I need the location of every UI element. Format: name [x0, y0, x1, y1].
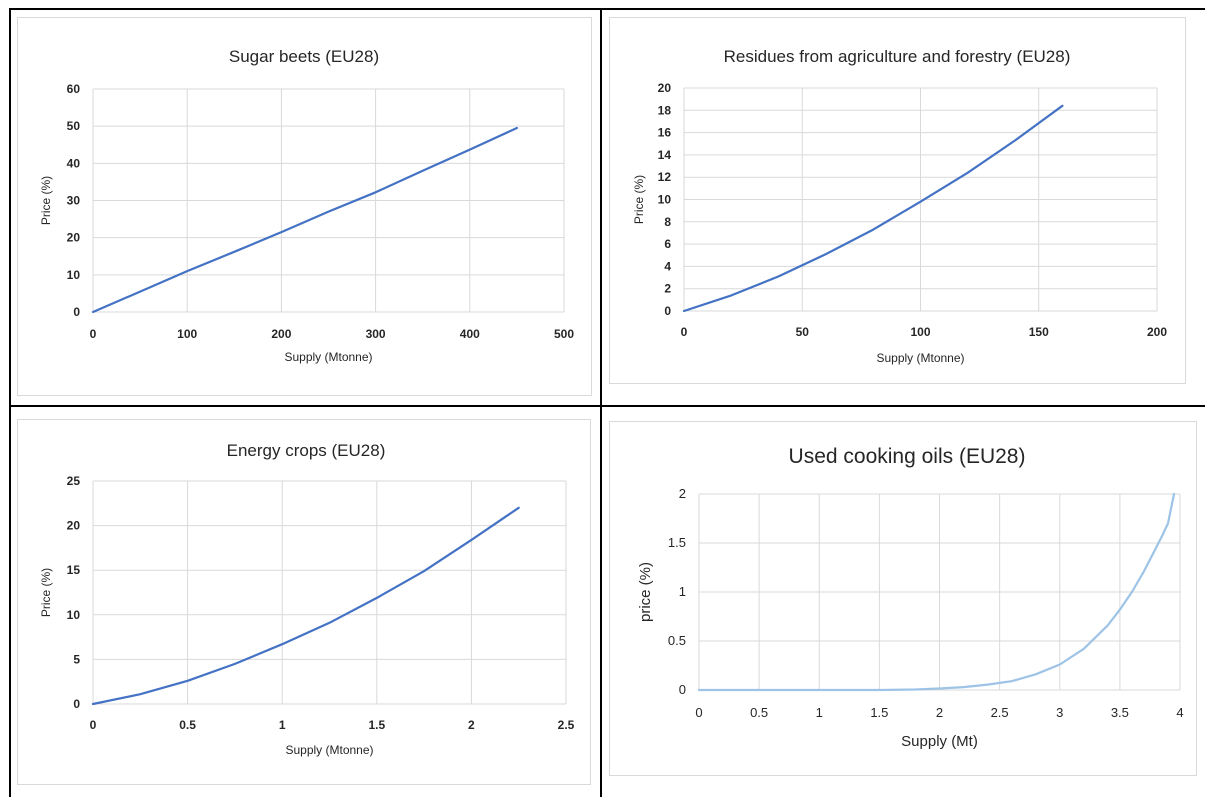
y-tick-label-residues: 20 — [658, 81, 672, 95]
table-border-left — [9, 8, 11, 797]
x-tick-label-sugar-beets: 500 — [554, 327, 574, 341]
y-tick-label-residues: 16 — [658, 126, 672, 140]
x-tick-label-used-cooking-oils: 2.5 — [991, 705, 1009, 720]
y-tick-label-energy-crops: 0 — [73, 697, 80, 711]
x-tick-label-sugar-beets: 0 — [90, 327, 97, 341]
series-line-used-cooking-oils — [697, 492, 1176, 692]
chart-title-used-cooking-oils: Used cooking oils (EU28) — [789, 445, 1026, 468]
chart-title-sugar-beets: Sugar beets (EU28) — [229, 47, 379, 66]
y-tick-label-residues: 4 — [664, 259, 671, 273]
x-tick-label-used-cooking-oils: 2 — [936, 705, 943, 720]
series-line-sugar-beets — [91, 126, 519, 314]
x-tick-label-used-cooking-oils: 0.5 — [750, 705, 768, 720]
x-tick-label-energy-crops: 1.5 — [368, 718, 385, 732]
y-tick-label-energy-crops: 20 — [67, 519, 81, 533]
x-tick-label-residues: 100 — [910, 325, 930, 339]
y-tick-label-energy-crops: 25 — [67, 474, 81, 488]
x-tick-label-used-cooking-oils: 4 — [1176, 705, 1183, 720]
x-tick-label-used-cooking-oils: 0 — [695, 705, 702, 720]
chart-frame-residues — [609, 17, 1186, 384]
y-tick-label-sugar-beets: 40 — [67, 156, 81, 170]
y-tick-label-used-cooking-oils: 1 — [679, 584, 686, 599]
series-line-residues — [682, 104, 1064, 313]
x-tick-label-sugar-beets: 400 — [460, 327, 480, 341]
x-tick-label-energy-crops: 1 — [279, 718, 286, 732]
x-tick-label-used-cooking-oils: 1 — [816, 705, 823, 720]
y-tick-label-energy-crops: 5 — [73, 652, 80, 666]
y-tick-label-used-cooking-oils: 0 — [679, 682, 686, 697]
y-tick-label-residues: 10 — [658, 193, 672, 207]
x-tick-label-sugar-beets: 200 — [271, 327, 291, 341]
table-border-center — [600, 8, 602, 797]
x-tick-label-residues: 150 — [1029, 325, 1049, 339]
y-tick-label-residues: 2 — [664, 282, 671, 296]
y-tick-label-residues: 6 — [664, 237, 671, 251]
y-axis-label-residues: Price (%) — [632, 175, 646, 224]
chart-frame-sugar-beets — [17, 17, 592, 396]
x-tick-label-residues: 0 — [681, 325, 688, 339]
y-tick-label-used-cooking-oils: 2 — [679, 486, 686, 501]
table-border-top — [9, 8, 1205, 10]
x-tick-label-energy-crops: 2.5 — [558, 718, 575, 732]
y-tick-label-sugar-beets: 30 — [67, 194, 81, 208]
x-tick-label-energy-crops: 2 — [468, 718, 475, 732]
x-axis-label-used-cooking-oils: Supply (Mt) — [901, 733, 978, 750]
x-tick-label-residues: 200 — [1147, 325, 1167, 339]
x-axis-label-energy-crops: Supply (Mtonne) — [285, 743, 373, 757]
x-tick-label-sugar-beets: 300 — [366, 327, 386, 341]
y-tick-label-residues: 12 — [658, 170, 672, 184]
y-tick-label-sugar-beets: 60 — [67, 82, 81, 96]
x-tick-label-sugar-beets: 100 — [177, 327, 197, 341]
y-tick-label-sugar-beets: 10 — [67, 268, 81, 282]
y-axis-label-energy-crops: Price (%) — [39, 568, 53, 617]
x-tick-label-used-cooking-oils: 3.5 — [1111, 705, 1129, 720]
y-tick-label-used-cooking-oils: 0.5 — [668, 633, 686, 648]
series-line-energy-crops — [91, 506, 520, 706]
y-tick-label-sugar-beets: 50 — [67, 119, 81, 133]
x-tick-label-energy-crops: 0 — [90, 718, 97, 732]
y-tick-label-energy-crops: 10 — [67, 608, 81, 622]
y-axis-label-sugar-beets: Price (%) — [39, 176, 53, 225]
y-tick-label-used-cooking-oils: 1.5 — [668, 535, 686, 550]
y-tick-label-residues: 18 — [658, 103, 672, 117]
chart-title-energy-crops: Energy crops (EU28) — [227, 441, 386, 460]
x-tick-label-residues: 50 — [796, 325, 810, 339]
y-tick-label-residues: 0 — [664, 304, 671, 318]
y-tick-label-residues: 14 — [658, 148, 672, 162]
y-tick-label-residues: 8 — [664, 215, 671, 229]
chart-title-residues: Residues from agriculture and forestry (… — [724, 47, 1071, 66]
x-axis-label-sugar-beets: Supply (Mtonne) — [284, 350, 372, 364]
table-border-middle — [9, 405, 1205, 407]
y-tick-label-sugar-beets: 20 — [67, 231, 81, 245]
y-tick-label-energy-crops: 15 — [67, 563, 81, 577]
chart-frame-used-cooking-oils — [609, 421, 1197, 776]
x-tick-label-energy-crops: 0.5 — [179, 718, 196, 732]
x-tick-label-used-cooking-oils: 3 — [1056, 705, 1063, 720]
y-tick-label-sugar-beets: 0 — [73, 305, 80, 319]
y-axis-label-used-cooking-oils: price (%) — [637, 562, 654, 622]
chart-frame-energy-crops — [17, 419, 591, 785]
x-axis-label-residues: Supply (Mtonne) — [876, 351, 964, 365]
x-tick-label-used-cooking-oils: 1.5 — [870, 705, 888, 720]
